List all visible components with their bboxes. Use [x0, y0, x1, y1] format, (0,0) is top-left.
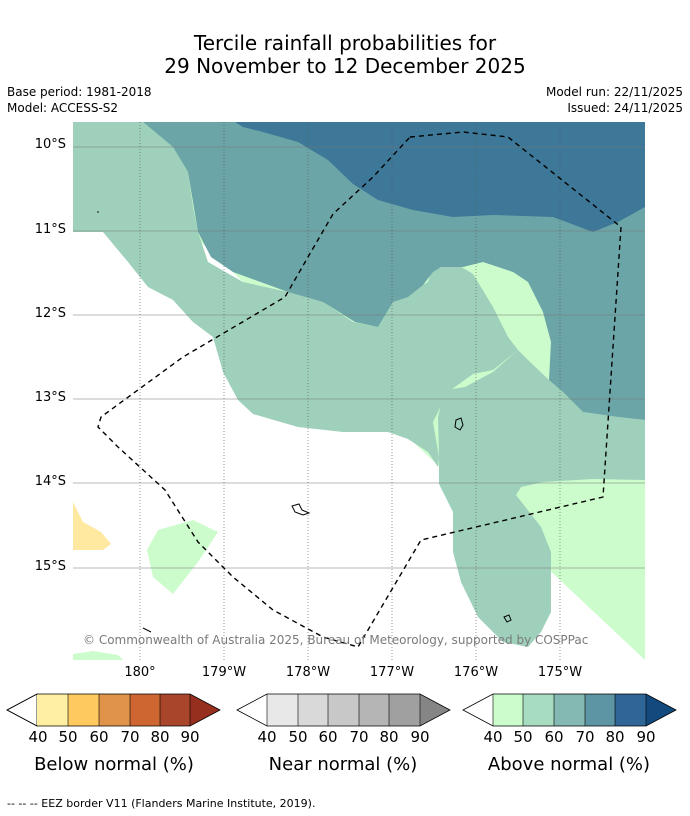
colorbars [6, 693, 677, 727]
base-period: Base period: 1981-2018 [7, 85, 152, 99]
lat-label: 13°S [34, 390, 66, 405]
white-region [73, 387, 358, 660]
colorbar-tick: 90 [180, 728, 200, 746]
lat-label: 10°S [34, 137, 66, 152]
colorbar-swatch [523, 694, 554, 726]
lat-label: 15°S [34, 559, 66, 574]
colorbar-swatch [493, 694, 523, 726]
colorbar-tick: 50 [58, 728, 78, 746]
lon-label: 179°W [201, 665, 247, 680]
colorbar-below [6, 693, 221, 727]
colorbar-swatch [615, 694, 646, 726]
colorbar-right-arrow [190, 694, 220, 726]
colorbar-tick: 80 [379, 728, 399, 746]
gridlines [73, 146, 645, 569]
colorbar-swatch [130, 694, 160, 726]
island [291, 503, 311, 516]
colorbar-swatch [37, 694, 68, 726]
above-40-region [73, 651, 123, 660]
colorbar-tick: 60 [89, 728, 109, 746]
colorbar-tick: 70 [120, 728, 140, 746]
issued-date: Issued: 24/11/2025 [567, 101, 683, 115]
model-run: Model run: 22/11/2025 [545, 85, 683, 99]
colorbar-swatch [389, 694, 420, 726]
map-title-line2: 29 November to 12 December 2025 [164, 54, 526, 78]
island [454, 417, 464, 431]
colorbar-tick: 60 [318, 728, 338, 746]
colorbar-swatch [298, 694, 328, 726]
colorbar-label-above: Above normal (%) [487, 754, 651, 775]
colorbar-tick: 50 [513, 728, 533, 746]
lat-label: 14°S [34, 474, 66, 489]
colorbar-tick: 40 [483, 728, 503, 746]
colorbar-dividers [67, 694, 191, 726]
colorbar-tick: 80 [605, 728, 625, 746]
colorbar-label-near: Near normal (%) [268, 754, 418, 775]
colorbar-tick: 70 [349, 728, 369, 746]
colorbar-tick: 90 [410, 728, 430, 746]
island [142, 627, 152, 633]
model-name: Model: ACCESS-S2 [7, 101, 119, 115]
colorbar-tick: 60 [544, 728, 564, 746]
colorbar-swatch [68, 694, 99, 726]
map-panel[interactable]: © Commonwealth of Australia 2025, Bureau… [73, 122, 645, 660]
meta-right: Model run: 22/11/2025 Issued: 24/11/2025 [546, 84, 683, 116]
colorbar-swatch [585, 694, 615, 726]
map-title-line1: Tercile rainfall probabilities for [193, 31, 497, 55]
lat-label: 11°S [34, 222, 66, 237]
colorbar-near [236, 693, 451, 727]
island [503, 614, 512, 623]
lon-label: 175°W [537, 665, 583, 680]
eez-footnote: -- -- -- EEZ border V11 (Flanders Marine… [7, 797, 316, 810]
lat-label: 12°S [34, 306, 66, 321]
lon-label: 178°W [285, 665, 331, 680]
above-70-region [235, 122, 645, 232]
colorbar-swatch [554, 694, 585, 726]
colorbar-left-arrow [237, 694, 267, 726]
colorbar-tick: 90 [636, 728, 656, 746]
colorbar-tick: 40 [257, 728, 277, 746]
colorbar-tick: 50 [288, 728, 308, 746]
below-40-region [73, 502, 111, 550]
eez-border [97, 131, 622, 648]
colorbar-left-arrow [6, 693, 38, 727]
above-40-region [147, 520, 218, 594]
probability-map [73, 122, 645, 660]
colorbar-swatch [160, 694, 190, 726]
above-50-region [73, 122, 518, 467]
colorbar-above [462, 693, 677, 727]
colorbar-tick: 80 [150, 728, 170, 746]
colorbar-swatch [267, 694, 298, 726]
lon-label: 176°W [453, 665, 499, 680]
colorbar-swatch [99, 694, 130, 726]
copyright-notice: © Commonwealth of Australia 2025, Bureau… [83, 633, 589, 647]
colorbar-outline [6, 693, 221, 727]
colorbar-right-arrow [420, 694, 450, 726]
colorbar-dividers [492, 694, 647, 726]
colorbar-right-arrow [646, 694, 676, 726]
colorbar-left-arrow [463, 694, 493, 726]
colorbar-dividers [266, 694, 421, 726]
colorbar-swatch [328, 694, 359, 726]
colorbar-tick: 40 [28, 728, 48, 746]
colorbar-label-below: Below normal (%) [34, 754, 194, 775]
meta-left: Base period: 1981-2018 Model: ACCESS-S2 [7, 84, 152, 116]
island [97, 211, 99, 213]
above-50-region [73, 122, 645, 647]
colorbar-swatch [359, 694, 389, 726]
lon-label: 177°W [369, 665, 415, 680]
colorbar-tick: 70 [575, 728, 595, 746]
lon-label: 180° [124, 665, 156, 680]
